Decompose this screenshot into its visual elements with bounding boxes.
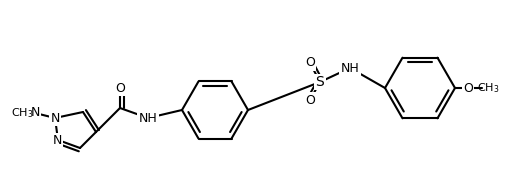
- Text: N: N: [52, 134, 62, 147]
- Text: CH$_3$: CH$_3$: [11, 106, 33, 120]
- Text: N: N: [31, 107, 39, 120]
- Text: O: O: [305, 93, 315, 107]
- Text: CH$_3$: CH$_3$: [477, 81, 500, 95]
- Text: O: O: [305, 57, 315, 69]
- Text: O: O: [463, 82, 473, 94]
- Text: NH: NH: [341, 62, 359, 75]
- Text: S: S: [316, 75, 325, 89]
- Text: O: O: [115, 82, 125, 94]
- Text: N: N: [50, 111, 59, 125]
- Text: NH: NH: [139, 111, 157, 125]
